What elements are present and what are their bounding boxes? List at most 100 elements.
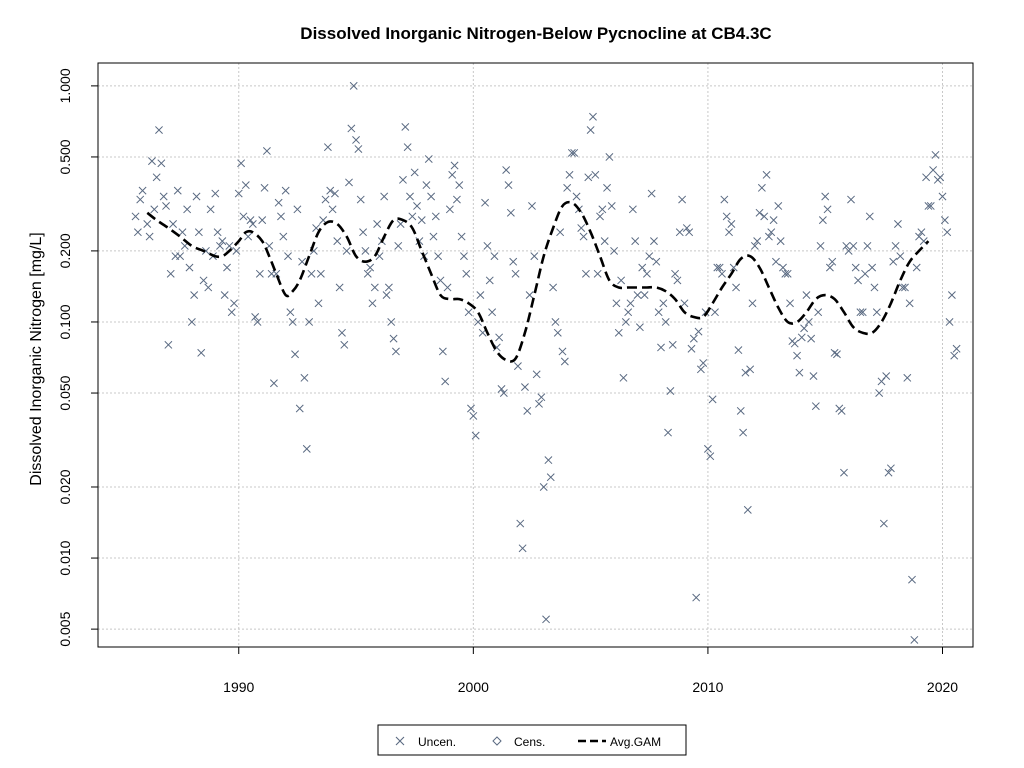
data-point — [832, 350, 841, 359]
data-point — [633, 291, 642, 300]
data-point — [621, 318, 630, 326]
data-point — [603, 183, 612, 192]
data-point — [148, 157, 156, 166]
data-point — [361, 246, 370, 255]
data-point — [497, 385, 506, 393]
data-point — [518, 544, 527, 553]
data-point — [363, 269, 372, 278]
data-point — [793, 351, 802, 360]
data-point — [347, 124, 356, 133]
data-point — [340, 340, 349, 349]
data-point — [396, 220, 405, 228]
data-point — [438, 347, 447, 356]
data-point — [931, 150, 940, 159]
data-point — [248, 220, 257, 228]
data-point — [457, 232, 466, 241]
data-point — [459, 252, 468, 261]
data-point — [467, 404, 475, 413]
data-point — [183, 205, 192, 214]
data-point — [872, 308, 881, 317]
data-point — [631, 237, 640, 246]
data-point — [206, 205, 215, 214]
data-point — [302, 444, 311, 453]
data-point — [136, 195, 145, 204]
data-point — [858, 308, 867, 317]
data-point — [795, 368, 804, 377]
data-point — [718, 269, 726, 278]
data-point — [246, 216, 255, 225]
data-point — [495, 333, 504, 342]
data-point — [746, 365, 755, 374]
data-point — [645, 252, 654, 261]
data-point — [856, 308, 865, 317]
data-point — [668, 340, 677, 349]
data-point — [499, 389, 508, 397]
data-point — [342, 246, 351, 255]
data-point — [811, 402, 820, 411]
data-point — [715, 263, 724, 272]
data-point — [237, 159, 246, 168]
data-point — [755, 208, 764, 217]
data-point — [281, 186, 290, 195]
data-point — [520, 383, 529, 392]
data-point — [513, 362, 522, 371]
data-point — [485, 276, 494, 285]
data-point — [922, 173, 931, 182]
data-point — [546, 473, 555, 482]
data-point — [638, 263, 647, 272]
y-tick-label: 1.000 — [57, 68, 73, 103]
data-point — [471, 431, 480, 440]
data-point — [598, 205, 607, 214]
data-point — [532, 370, 541, 379]
data-point — [682, 224, 691, 232]
legend-label-uncen: Uncen. — [418, 735, 456, 749]
data-point — [802, 291, 811, 300]
data-point — [279, 232, 288, 241]
data-point — [251, 313, 260, 321]
data-point — [589, 112, 597, 121]
data-point — [776, 237, 785, 246]
data-point — [230, 299, 239, 308]
data-point — [220, 291, 229, 300]
data-point — [837, 406, 846, 415]
data-point — [133, 228, 142, 237]
data-point — [647, 189, 656, 198]
data-point — [739, 428, 748, 437]
data-point — [549, 283, 558, 292]
data-point — [551, 318, 560, 326]
data-point — [779, 263, 787, 272]
data-point — [441, 377, 450, 386]
data-point — [790, 339, 799, 348]
data-point — [919, 237, 928, 246]
legend: Uncen. Cens. Avg.GAM — [377, 724, 687, 756]
legend-box — [377, 724, 687, 756]
data-point — [455, 181, 464, 190]
data-point — [675, 228, 684, 237]
data-point — [687, 344, 696, 353]
data-point — [366, 263, 375, 272]
data-point — [797, 333, 806, 342]
data-point — [807, 334, 816, 343]
data-point — [445, 205, 454, 214]
data-point — [241, 181, 250, 190]
y-tick-label: 0.200 — [57, 233, 73, 268]
data-point — [781, 269, 790, 278]
data-point — [847, 195, 855, 204]
data-point — [131, 212, 140, 221]
data-point — [431, 212, 440, 221]
data-point — [194, 228, 203, 237]
data-point — [664, 428, 672, 437]
data-point — [190, 291, 199, 300]
data-point — [488, 308, 497, 317]
data-point — [903, 373, 912, 382]
data-point — [338, 328, 346, 337]
data-point — [666, 387, 675, 395]
data-point — [626, 299, 635, 308]
data-point — [166, 269, 175, 278]
data-point — [581, 269, 590, 278]
data-point — [886, 464, 895, 473]
data-point — [926, 202, 935, 210]
data-point — [610, 246, 619, 255]
data-point — [774, 202, 783, 210]
data-point — [769, 216, 778, 225]
